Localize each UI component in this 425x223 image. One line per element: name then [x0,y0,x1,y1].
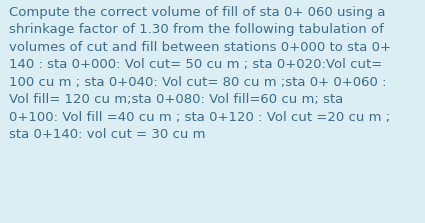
Text: Compute the correct volume of fill of sta 0+ 060 using a
shrinkage factor of 1.3: Compute the correct volume of fill of st… [9,6,391,141]
